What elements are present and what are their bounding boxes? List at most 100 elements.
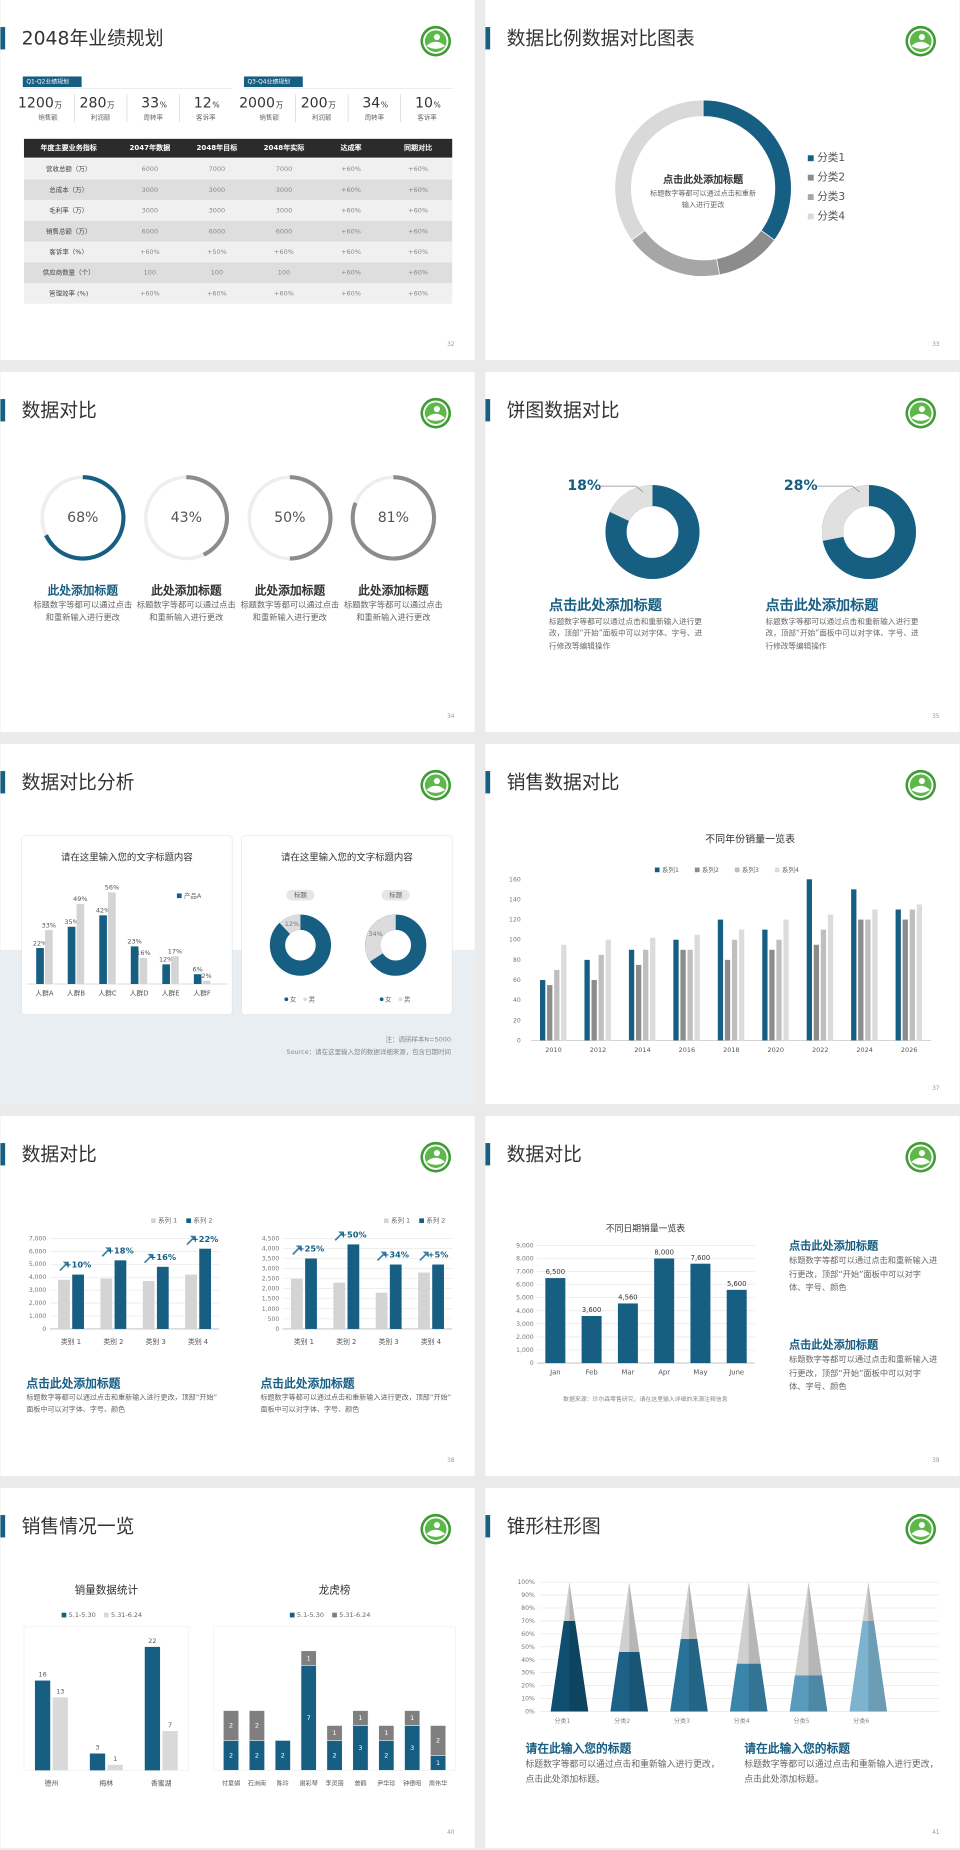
data-label: 56% <box>105 884 119 892</box>
table-header: 年度主要业务指标 <box>40 143 96 152</box>
y-tick-label: 3,000 <box>29 1287 47 1294</box>
bar <box>199 1248 212 1329</box>
page-number: 38 <box>447 1458 455 1464</box>
legend-label: 5.1-5.30 <box>69 1611 96 1619</box>
item-title: 此处添加标题 <box>255 583 326 597</box>
logo-hill <box>911 785 931 793</box>
legend-dot <box>398 997 403 1002</box>
x-tick-label: May <box>693 1368 707 1376</box>
table-row-bg <box>23 158 453 180</box>
legend-label: 分类3 <box>817 190 845 203</box>
annotation: +5% <box>428 1250 449 1260</box>
cone-segment <box>862 1582 874 1621</box>
legend-swatch <box>807 213 814 220</box>
table-cell: 100 <box>211 269 223 277</box>
data-label: 42% <box>96 907 110 915</box>
text-block-box: 标题数字等都可以通过点击和重新输入进行更改，顶部“开始”面板中可以对字体、字号、… <box>26 1394 217 1414</box>
bar <box>680 949 686 1041</box>
y-tick-label: 4,000 <box>262 1245 280 1252</box>
x-tick-label: 分类4 <box>734 1717 750 1725</box>
bar <box>724 959 731 1041</box>
stat-value: 12 <box>194 96 212 112</box>
item-title: 此处添加标题 <box>48 583 119 597</box>
legend-swatch <box>694 867 700 873</box>
bar <box>156 1266 169 1329</box>
table-cell: +60% <box>408 165 428 173</box>
bar <box>851 889 857 1041</box>
item-title: 请在此输入您的标题 <box>525 1742 631 1756</box>
donut-label: 34% <box>368 930 382 938</box>
data-label: 1 <box>332 1729 336 1737</box>
y-tick-label: 2,000 <box>29 1300 47 1307</box>
data-label: 2 <box>281 1751 285 1759</box>
x-tick-label: 2024 <box>856 1046 872 1054</box>
y-tick-label: 0 <box>275 1326 279 1333</box>
table-cell: +60% <box>408 248 428 256</box>
legend-swatch <box>151 1218 156 1224</box>
table-cell: +60% <box>341 227 361 235</box>
data-label: 3 <box>95 1744 99 1752</box>
bar <box>650 937 656 1041</box>
stat-label: 销售额 <box>259 113 279 122</box>
bar <box>144 1646 161 1771</box>
bar <box>99 915 107 984</box>
bar <box>673 939 679 1041</box>
logo-hill <box>911 1529 931 1537</box>
center-title: 点击此处添加标题 <box>663 173 744 186</box>
legend-label: 系列2 <box>702 865 719 874</box>
bar <box>130 946 139 984</box>
x-tick-label: 周伟华 <box>429 1779 447 1787</box>
table-cell: +60% <box>341 289 361 297</box>
donut-label: 28% <box>784 478 818 494</box>
bar <box>107 1764 123 1771</box>
table-header: 同期对比 <box>404 143 432 152</box>
text-block-box: 标题数字等都可以通过点击和重新输入进行更改，顶部“开始”面板中可以对字体、字号、… <box>548 616 703 651</box>
x-tick-label: 曾鹤 <box>354 1779 366 1787</box>
legend-swatch <box>807 194 814 200</box>
data-label: 2 <box>332 1751 336 1759</box>
text-block: 标题数字等都可以通过点击和重新输入进行更改 <box>240 600 340 623</box>
x-tick-label: 2020 <box>768 1046 784 1054</box>
table-cell: 7000 <box>276 165 292 173</box>
y-tick-label: 0 <box>42 1326 46 1333</box>
bar <box>114 1260 127 1329</box>
table-cell: 毛利率（万） <box>49 206 88 215</box>
y-tick-label: 160 <box>509 876 521 883</box>
x-tick-label: Feb <box>586 1368 598 1376</box>
y-tick-label: 5,000 <box>29 1261 47 1268</box>
legend-label: 分类4 <box>817 209 845 222</box>
bar <box>347 1244 360 1329</box>
text-block: 标题数字等都可以通过点击和重新输入进行更改 <box>650 189 757 210</box>
data-label: 33% <box>42 921 56 929</box>
bar <box>72 1274 84 1329</box>
chart-title: 不同年份销量一览表 <box>705 832 795 845</box>
annotation: +34% <box>382 1250 409 1260</box>
page-number: 39 <box>932 1458 940 1464</box>
text-block: 标题数字等都可以通过点击和重新输入进行更改，顶部“开始”面板中可以对字体、字号、… <box>548 616 703 651</box>
stat-label: 利润额 <box>91 113 111 122</box>
y-tick-label: 40% <box>521 1657 535 1664</box>
title-accent <box>485 399 491 422</box>
data-label: 17% <box>168 947 182 955</box>
bar <box>202 980 211 984</box>
y-tick-label: 2,500 <box>262 1276 280 1283</box>
y-tick-label: 1,500 <box>262 1296 280 1303</box>
bar <box>895 909 901 1041</box>
x-tick-label: 类别 3 <box>146 1337 166 1346</box>
bar <box>865 919 871 1041</box>
stat-unit: 万 <box>276 100 284 109</box>
stat-value: 10 <box>415 96 433 112</box>
x-tick-label: 类别 4 <box>188 1337 208 1346</box>
bar <box>139 957 148 984</box>
cone-segment <box>680 1582 698 1640</box>
legend-label: 5.1-5.30 <box>297 1611 324 1619</box>
text-block-box: 标题数字等都可以通过点击和重新输入进行更改，点击此处添加标题。 <box>744 1759 938 1785</box>
table-cell: +60% <box>140 248 160 256</box>
y-tick-label: 8,000 <box>516 1255 534 1262</box>
data-label: 2 <box>229 1722 233 1730</box>
bar <box>540 980 546 1041</box>
bar <box>726 1289 747 1364</box>
